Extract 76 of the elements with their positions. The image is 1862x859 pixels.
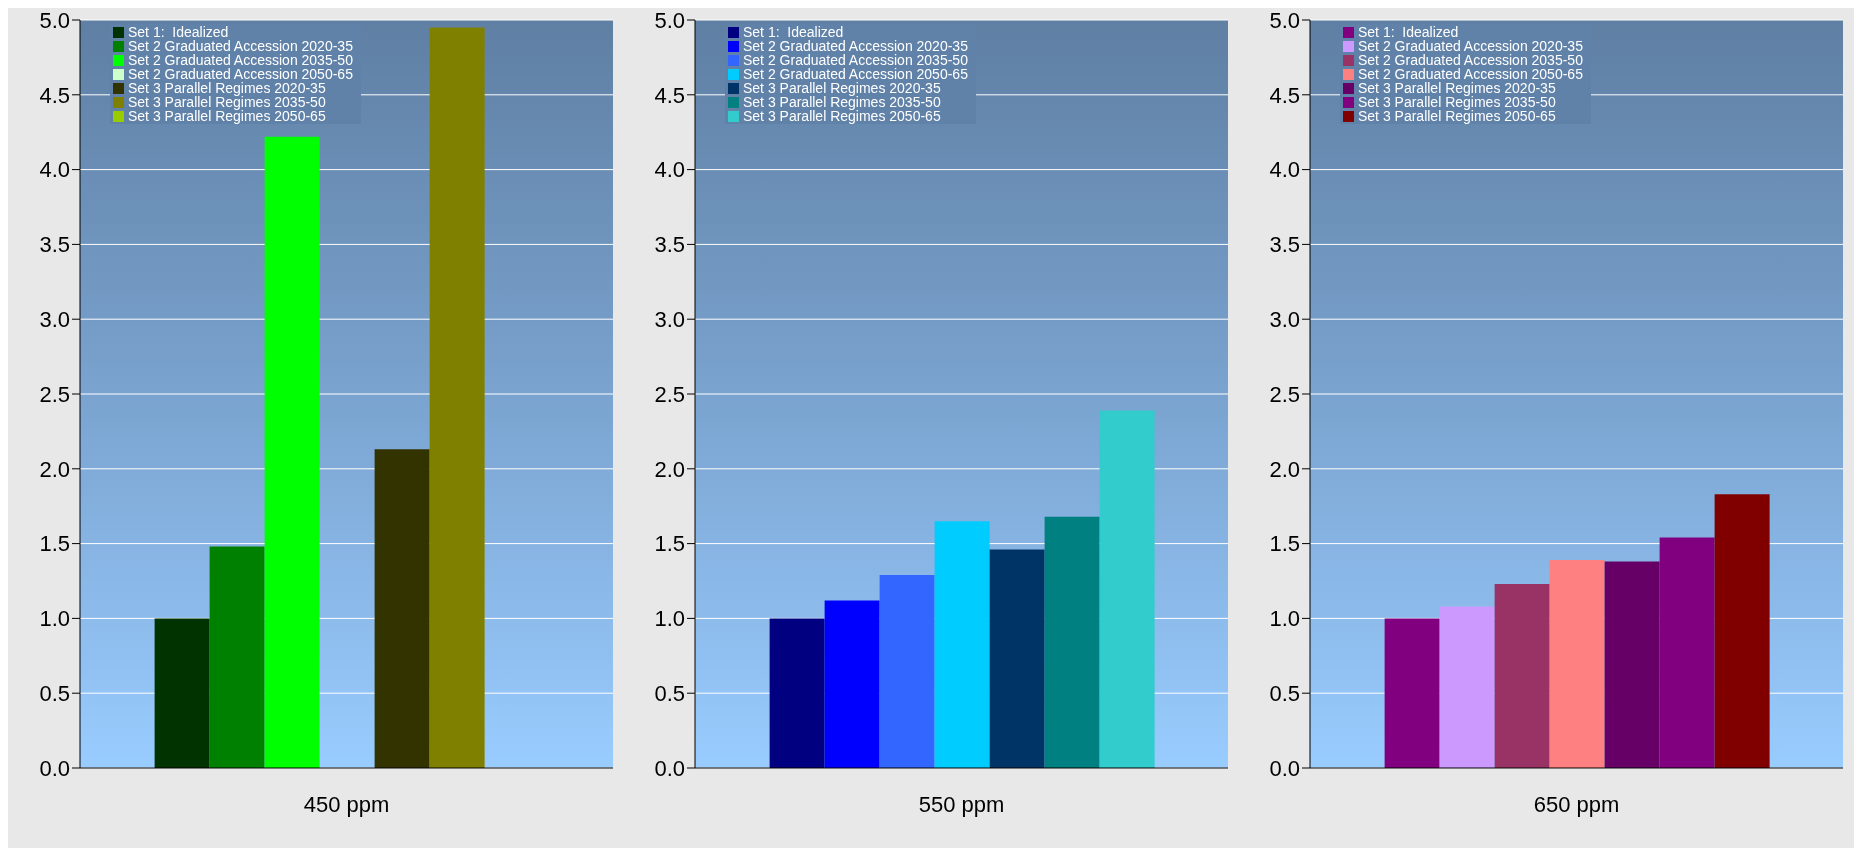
y-tick-label: 0.5: [654, 681, 685, 707]
y-tick-label: 1.0: [654, 606, 685, 632]
legend-label: Set 3 Parallel Regimes 2035-50: [1358, 94, 1556, 110]
legend-label: Set 2 Graduated Accession 2035-50: [128, 52, 353, 68]
y-tick-label: 1.0: [39, 606, 70, 632]
bar: [934, 521, 990, 768]
y-tick-label: 3.0: [654, 307, 685, 333]
y-tick-label: 3.5: [654, 232, 685, 258]
bar: [1604, 561, 1660, 768]
bar: [154, 618, 210, 768]
legend-label: Set 2 Graduated Accession 2020-35: [128, 38, 353, 54]
legend-label: Set 1: Idealized: [743, 24, 844, 40]
y-tick-label: 2.0: [39, 456, 70, 482]
y-tick-label: 3.0: [1269, 307, 1300, 333]
legend-label: Set 2 Graduated Accession 2035-50: [1358, 52, 1583, 68]
y-tick-label: 3.0: [39, 307, 70, 333]
y-tick-label: 5.0: [39, 7, 70, 33]
x-tick-label: 650 ppm: [1533, 791, 1620, 817]
bar: [1099, 410, 1155, 768]
legend-label: Set 3 Parallel Regimes 2050-65: [128, 108, 326, 124]
y-tick-label: 4.5: [654, 82, 685, 108]
y-tick-label: 4.5: [1269, 82, 1300, 108]
bar: [769, 618, 825, 768]
bar: [1659, 537, 1715, 768]
y-tick-label: 4.5: [39, 82, 70, 108]
y-tick-label: 2.5: [39, 381, 70, 407]
y-tick-label: 5.0: [654, 7, 685, 33]
bar: [1044, 516, 1100, 768]
y-tick-label: 4.0: [1269, 157, 1300, 183]
legend-label: Set 1: Idealized: [1358, 24, 1459, 40]
y-tick-label: 0.0: [654, 755, 685, 781]
legend-label: Set 3 Parallel Regimes 2035-50: [128, 94, 326, 110]
y-tick-label: 2.0: [654, 456, 685, 482]
legend-label: Set 1: Idealized: [128, 24, 229, 40]
bar: [1714, 494, 1770, 768]
legend-label: Set 2 Graduated Accession 2050-65: [743, 66, 968, 82]
legend-label: Set 2 Graduated Accession 2035-50: [743, 52, 968, 68]
y-tick-label: 1.5: [654, 531, 685, 557]
bar: [879, 575, 935, 768]
legend-label: Set 3 Parallel Regimes 2050-65: [1358, 108, 1556, 124]
x-tick-label: 550 ppm: [918, 791, 1005, 817]
legend-label: Set 3 Parallel Regimes 2020-35: [743, 80, 941, 96]
y-tick-label: 2.5: [654, 381, 685, 407]
bar: [374, 449, 430, 768]
bar: [824, 600, 880, 768]
y-tick-label: 0.5: [1269, 681, 1300, 707]
bar: [1494, 583, 1550, 768]
y-tick-label: 1.0: [1269, 606, 1300, 632]
y-tick-label: 2.5: [1269, 381, 1300, 407]
legend-label: Set 2 Graduated Accession 2050-65: [128, 66, 353, 82]
x-tick-label: 450 ppm: [303, 791, 390, 817]
legend-label: Set 3 Parallel Regimes 2020-35: [128, 80, 326, 96]
bar: [264, 136, 320, 768]
y-tick-label: 0.0: [1269, 755, 1300, 781]
y-tick-label: 4.0: [654, 157, 685, 183]
legend-label: Set 2 Graduated Accession 2050-65: [1358, 66, 1583, 82]
y-tick-label: 3.5: [1269, 232, 1300, 258]
y-tick-label: 2.0: [1269, 456, 1300, 482]
y-tick-label: 1.5: [39, 531, 70, 557]
legend-label: Set 2 Graduated Accession 2020-35: [743, 38, 968, 54]
legend-label: Set 3 Parallel Regimes 2050-65: [743, 108, 941, 124]
bar: [1439, 606, 1495, 768]
bar: [1384, 618, 1440, 768]
legend-label: Set 2 Graduated Accession 2020-35: [1358, 38, 1583, 54]
y-tick-label: 1.5: [1269, 531, 1300, 557]
y-tick-label: 4.0: [39, 157, 70, 183]
y-tick-label: 0.5: [39, 681, 70, 707]
y-tick-label: 3.5: [39, 232, 70, 258]
bar: [429, 27, 485, 768]
bar: [209, 546, 265, 768]
bar: [989, 549, 1045, 768]
y-tick-label: 0.0: [39, 755, 70, 781]
legend-label: Set 3 Parallel Regimes 2035-50: [743, 94, 941, 110]
bar: [1549, 560, 1605, 768]
legend-label: Set 3 Parallel Regimes 2020-35: [1358, 80, 1556, 96]
y-tick-label: 5.0: [1269, 7, 1300, 33]
